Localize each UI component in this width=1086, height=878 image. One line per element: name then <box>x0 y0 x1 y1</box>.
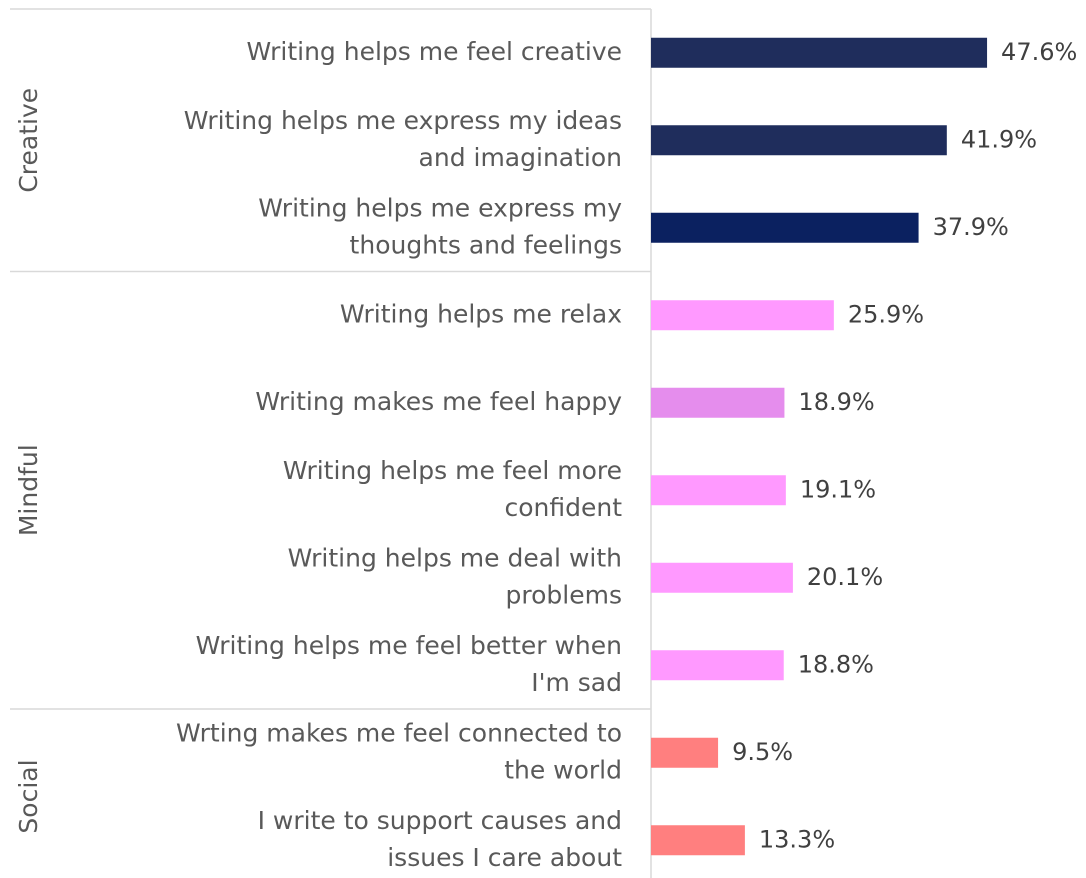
category-label-i-write-to-support-causes-and-issues-i-care-about: I write to support causes and issues I ca… <box>258 806 623 872</box>
group-label-mindful: Mindful <box>14 444 43 536</box>
bars <box>651 37 988 856</box>
bar-writing-helps-me-express-my-thoughts-and-feelings <box>651 212 919 243</box>
value-label-writing-helps-me-feel-creative: 47.6% <box>1001 38 1077 66</box>
category-labels: Writing helps me feel creative Writing he… <box>176 37 622 872</box>
category-label-writing-helps-me-express-my-ideas-and-imagination: Writing helps me express my ideas and ima… <box>184 106 622 172</box>
bar-writing-helps-me-express-my-ideas-and-imagination <box>651 125 947 156</box>
value-label-writing-helps-me-feel-better-when-i-m-sad: 18.8% <box>798 650 874 678</box>
category-label-writing-helps-me-feel-more-confident: Writing helps me feel more confident <box>283 456 622 522</box>
group-dividers <box>10 8 651 710</box>
value-label-writing-helps-me-relax: 25.9% <box>848 300 924 328</box>
group-label-social: Social <box>14 759 43 833</box>
bar-writing-helps-me-deal-with-problems <box>651 562 793 593</box>
value-labels: 47.6% 41.9% 37.9% 25.9% 18.9% 19.1% 20.1% 18.8%… <box>732 38 1077 854</box>
bar-writing-helps-me-feel-creative <box>651 37 988 68</box>
category-label-writing-helps-me-feel-better-when-i-m-sad: Writing helps me feel better when I'm sad <box>196 631 622 697</box>
bar-writing-makes-me-feel-happy <box>651 387 785 418</box>
bar-writing-helps-me-relax <box>651 300 834 331</box>
category-label-writing-helps-me-express-my-thoughts-and-feelings: Writing helps me express my thoughts and … <box>258 193 622 259</box>
bar-writing-helps-me-feel-more-confident <box>651 475 786 506</box>
category-label-writing-makes-me-feel-happy: Writing makes me feel happy <box>255 387 622 416</box>
value-label-writing-helps-me-express-my-thoughts-and-feelings: 37.9% <box>933 213 1009 241</box>
bar-wrting-makes-me-feel-connected-to-the-world <box>651 737 719 768</box>
group-labels: Creative Mindful Social <box>14 88 43 834</box>
value-label-writing-makes-me-feel-happy: 18.9% <box>798 388 874 416</box>
bar-writing-helps-me-feel-better-when-i-m-sad <box>651 650 784 681</box>
value-label-wrting-makes-me-feel-connected-to-the-world: 9.5% <box>732 738 793 766</box>
category-label-writing-helps-me-feel-creative: Writing helps me feel creative <box>247 37 622 66</box>
category-label-writing-helps-me-relax: Writing helps me relax <box>340 299 622 328</box>
value-label-writing-helps-me-express-my-ideas-and-imagination: 41.9% <box>961 125 1037 153</box>
category-label-wrting-makes-me-feel-connected-to-the-world: Wrting makes me feel connected to the wor… <box>176 718 622 784</box>
value-label-writing-helps-me-feel-more-confident: 19.1% <box>800 475 876 503</box>
value-label-i-write-to-support-causes-and-issues-i-care-about: 13.3% <box>759 825 835 853</box>
category-label-writing-helps-me-deal-with-problems: Writing helps me deal with problems <box>288 543 622 609</box>
bar-i-write-to-support-causes-and-issues-i-care-about <box>651 825 745 856</box>
group-label-creative: Creative <box>14 88 43 193</box>
value-label-writing-helps-me-deal-with-problems: 20.1% <box>807 563 883 591</box>
